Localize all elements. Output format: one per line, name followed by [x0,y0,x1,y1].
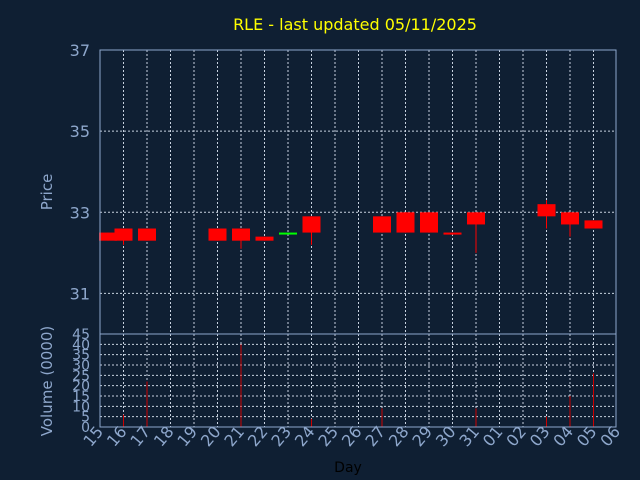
candle-body [99,232,117,241]
candle-body [302,216,321,233]
volume-tick-label: 0 [81,420,90,436]
candle-body [443,232,462,235]
chart-title: RLE - last updated 05/11/2025 [233,15,477,34]
candle-body [232,228,250,241]
volume-tick-label: 10 [72,399,90,415]
candle-body [279,232,297,235]
candle-body [396,212,415,233]
volume-tick-label: 40 [72,337,90,353]
candle-body [114,228,133,241]
price-tick-label: 33 [70,203,90,222]
price-tick-label: 37 [70,41,90,60]
candle-body [255,236,274,241]
candle-body [467,212,485,225]
volume-tick-label: 5 [81,410,90,426]
price-axis-label: Price [38,174,56,211]
candle-body [561,212,579,225]
volume-tick-label: 20 [72,379,90,395]
volume-tick-label: 15 [72,389,90,405]
x-tick-labels: 1516171819202122232425262728293031010203… [79,422,624,450]
volume-tick-label: 35 [72,348,90,364]
candle-body [208,228,227,241]
volume-tick-label: 30 [72,358,90,374]
volume-layer [123,344,594,427]
volume-panel-frame [99,333,617,428]
candle-layer [99,200,603,253]
price-tick-label: 31 [70,284,90,303]
candle-body [420,212,438,233]
candle-body [584,220,603,229]
candle-body [373,216,391,233]
candle-body [138,228,156,241]
candle-body [537,204,556,217]
volume-tick-label: 25 [72,368,90,384]
volume-tick-label: 45 [72,327,90,343]
x-axis-label: Day [334,460,362,476]
price-tick-label: 35 [70,122,90,141]
grid-layer [100,50,616,427]
volume-axis-label: Volume (0000) [38,326,56,436]
